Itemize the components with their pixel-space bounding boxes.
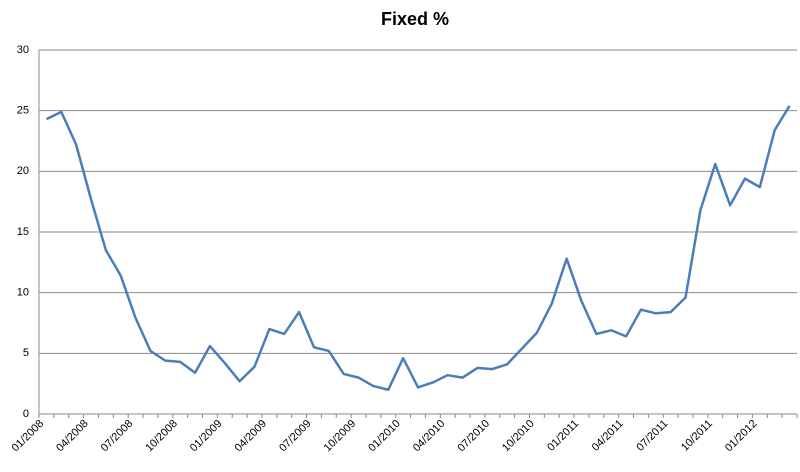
y-tick-label: 30 bbox=[17, 44, 29, 56]
chart-title: Fixed % bbox=[381, 9, 449, 29]
x-tick-label: 10/2011 bbox=[679, 418, 715, 454]
x-tick-label: 10/2010 bbox=[500, 418, 537, 455]
x-tick-label: 01/2008 bbox=[10, 418, 47, 455]
x-tick-label: 07/2009 bbox=[277, 418, 314, 455]
x-tick-label: 04/2010 bbox=[411, 418, 448, 455]
y-tick-label: 0 bbox=[23, 408, 29, 420]
data-line bbox=[45, 105, 791, 391]
x-tick-label: 04/2008 bbox=[54, 418, 91, 455]
x-tick-label: 10/2008 bbox=[143, 418, 180, 455]
x-tick-label: 01/2010 bbox=[366, 418, 403, 455]
y-tick-label: 20 bbox=[17, 165, 29, 177]
x-tick-label: 07/2008 bbox=[99, 418, 136, 455]
y-tick-label: 15 bbox=[17, 226, 29, 238]
x-tick-label: 01/2012 bbox=[723, 418, 760, 455]
x-tick-label: 07/2010 bbox=[455, 418, 492, 455]
x-tick-label: 07/2011 bbox=[634, 418, 670, 454]
y-tick-label: 5 bbox=[23, 347, 29, 359]
x-tick-label: 01/2011 bbox=[545, 418, 581, 454]
x-tick-label: 10/2009 bbox=[322, 418, 359, 455]
y-tick-label: 25 bbox=[17, 105, 29, 117]
x-tick-label: 01/2009 bbox=[188, 418, 225, 455]
x-tick-label: 04/2011 bbox=[590, 418, 626, 454]
x-tick-label: 04/2009 bbox=[233, 418, 270, 455]
y-tick-label: 10 bbox=[17, 287, 29, 299]
